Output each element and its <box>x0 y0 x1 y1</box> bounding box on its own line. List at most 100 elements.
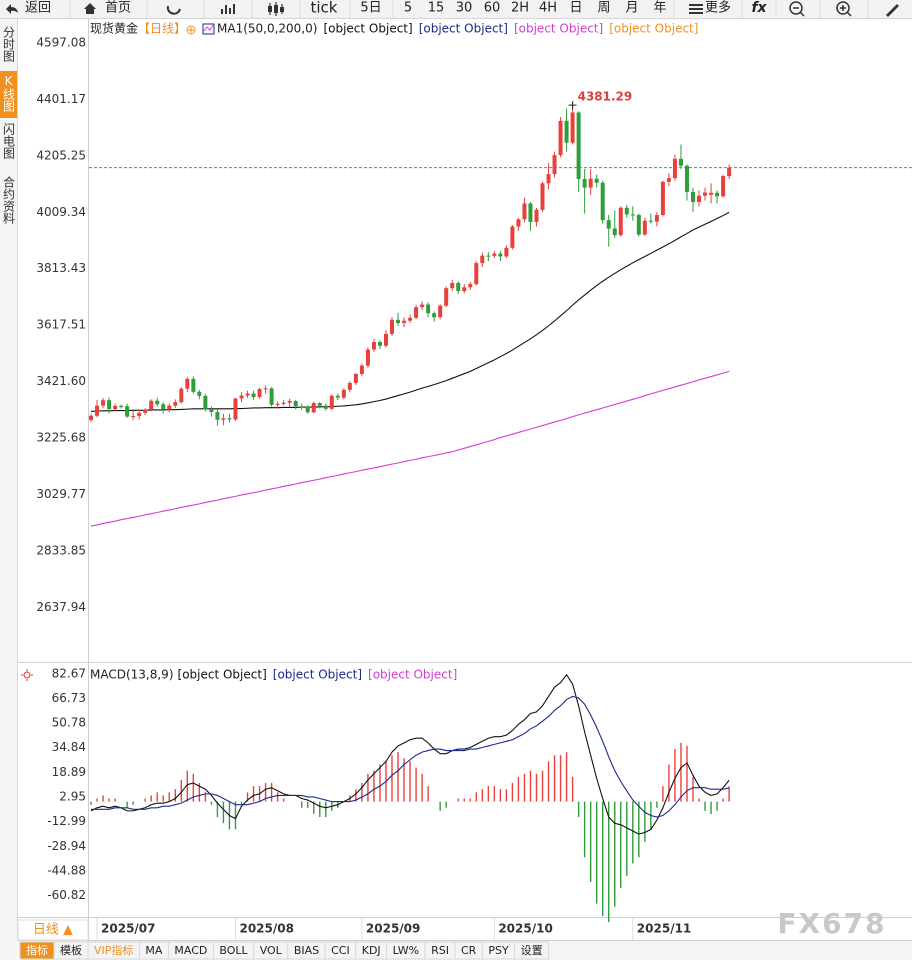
candle-body <box>167 405 172 410</box>
indicator-tab-label[interactable]: CCI <box>331 944 350 957</box>
toolbar-dividers <box>69 0 869 18</box>
y-tick-label: 2833.85 <box>36 543 86 557</box>
toolbar-button[interactable]: 日 <box>569 1 582 16</box>
toolbar-button[interactable]: 返回 <box>25 1 51 16</box>
candle-body <box>293 401 298 407</box>
candle-body <box>727 167 732 177</box>
candle-body <box>390 319 394 334</box>
candle-body <box>691 191 695 203</box>
period-button-label[interactable]: 日线 ▲ <box>33 923 73 938</box>
indicator-tab-label[interactable]: 指标 <box>26 943 48 957</box>
indicator-tab-label[interactable]: VIP指标 <box>94 943 133 957</box>
toolbar-button[interactable]: 首页 <box>105 1 131 16</box>
candle-body <box>576 112 581 179</box>
candle-body <box>450 282 455 289</box>
chart-icon[interactable] <box>221 4 235 14</box>
candle-body <box>558 120 563 156</box>
toolbar-button[interactable]: 年 <box>653 1 666 16</box>
indicator-tab-label[interactable]: VOL <box>260 944 283 957</box>
home-icon[interactable] <box>84 3 96 14</box>
toolbar-button[interactable]: 30 <box>456 1 473 16</box>
indicator-tab-label[interactable]: CR <box>461 944 477 957</box>
toolbar-button[interactable]: 更多 <box>705 0 731 16</box>
y-tick-label: 3421.60 <box>36 374 86 388</box>
candle-body <box>438 305 443 318</box>
sidebar-tab[interactable]: 分时图 <box>2 26 16 62</box>
sidebar-tab[interactable]: K线图 <box>2 74 16 112</box>
indicator-tab-label[interactable]: LW% <box>393 944 419 957</box>
indicator-tab-label[interactable]: KDJ <box>362 944 381 957</box>
candle-body <box>618 207 623 236</box>
y-tick-label: 50.78 <box>52 716 86 730</box>
toolbar-button[interactable]: 2H <box>511 1 529 16</box>
toolbar-button[interactable]: tick <box>311 0 338 17</box>
candle-body <box>486 255 491 257</box>
toolbar-button[interactable]: 60 <box>484 1 501 16</box>
settings-icon-mark <box>21 669 33 681</box>
candle-icon-body <box>280 7 284 12</box>
toolbar-button[interactable]: fx <box>751 0 767 16</box>
candle-body <box>299 406 304 408</box>
zoom-in-icon[interactable] <box>836 1 850 15</box>
indicator-tab-label[interactable]: PSY <box>488 944 509 957</box>
ma-line <box>90 211 730 412</box>
indicator-tab-label[interactable]: BOLL <box>219 944 248 957</box>
candle-body <box>347 382 352 390</box>
x-tick-label: 2025/09 <box>366 922 420 936</box>
candle-body <box>251 393 256 398</box>
candle-body <box>101 400 106 406</box>
candle-body <box>287 401 292 403</box>
zoom-in-icon-mark <box>840 5 852 17</box>
candle-body <box>113 405 118 410</box>
toolbar-button[interactable]: 月 <box>625 1 638 16</box>
zoom-out-icon[interactable] <box>789 1 803 15</box>
legend-entry: [object Object] <box>178 668 267 682</box>
candle-body <box>426 304 431 314</box>
indicator-tab-label[interactable]: RSI <box>431 944 449 957</box>
toolbar-button[interactable]: 5 <box>404 1 412 16</box>
candle-body <box>715 192 720 197</box>
y-tick-label: -12.99 <box>47 814 86 828</box>
menu-icon[interactable] <box>689 4 703 14</box>
indicator-tab-label[interactable]: MA <box>145 944 162 957</box>
toolbar-button[interactable]: 周 <box>597 1 610 16</box>
candle-body <box>552 155 557 175</box>
candle-body <box>396 319 401 323</box>
add-icon[interactable] <box>186 25 196 35</box>
y-tick-label: 3617.51 <box>36 318 86 332</box>
indicator-icon[interactable] <box>202 23 215 35</box>
y-tick-label: 2.95 <box>59 790 86 804</box>
legend-entry: [object Object] <box>419 22 508 36</box>
candle-body <box>227 418 232 420</box>
toolbar-button[interactable]: 15 <box>428 1 445 16</box>
toolbar-button[interactable]: 4H <box>539 1 557 16</box>
indicator-tab-label[interactable]: MACD <box>174 944 207 957</box>
candle-body <box>660 181 665 215</box>
indicator-tab[interactable] <box>514 941 550 960</box>
candle-body <box>546 174 551 184</box>
refresh-icon[interactable] <box>166 5 181 15</box>
y-tick-label: -44.88 <box>47 863 86 877</box>
candle-body <box>684 165 689 192</box>
back-icon[interactable] <box>6 4 18 14</box>
indicator-tab-label[interactable]: BIAS <box>294 944 319 957</box>
indicator-tab-label[interactable]: 模板 <box>60 943 82 957</box>
candle-body <box>257 388 262 398</box>
candle-body <box>703 192 708 196</box>
sidebar-tab[interactable]: 合约资料 <box>2 175 16 224</box>
x-tick-label: 2025/08 <box>239 922 293 936</box>
legend-entry: [object Object] <box>273 668 362 682</box>
candle-body <box>654 214 659 222</box>
candle-body <box>522 203 527 220</box>
candle-body <box>161 404 166 410</box>
sidebar-tab-active <box>0 71 17 118</box>
indicator-tab-label[interactable]: 设置 <box>521 944 543 957</box>
settings-icon[interactable] <box>23 671 31 679</box>
sidebar-tab[interactable]: 闪电图 <box>2 123 16 159</box>
toolbar <box>0 0 912 18</box>
toolbar-button[interactable]: 5日 <box>360 1 381 16</box>
y-tick-label: 4401.17 <box>36 92 86 106</box>
period-button[interactable] <box>17 919 89 941</box>
draw-icon[interactable] <box>886 4 899 17</box>
